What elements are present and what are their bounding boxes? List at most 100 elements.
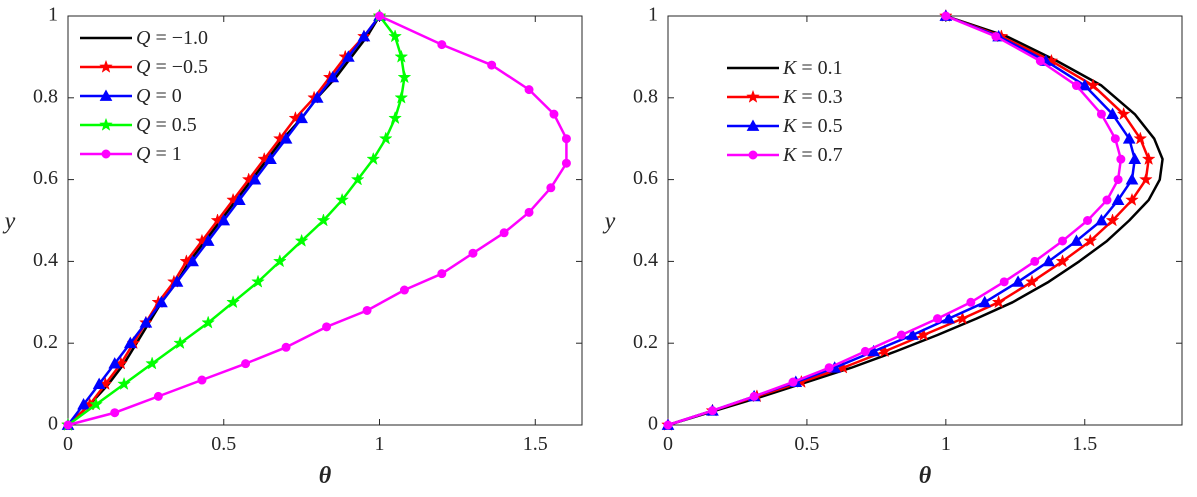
data-point	[1078, 79, 1092, 91]
data-point	[89, 397, 103, 411]
legend-var: K	[782, 57, 798, 79]
data-point	[123, 336, 137, 349]
x-tick-label: 1	[941, 433, 951, 455]
legend-marker	[746, 119, 760, 131]
legend-label: K = 0.3	[782, 86, 843, 108]
data-point	[1086, 78, 1100, 92]
data-point	[173, 335, 188, 350]
data-point	[824, 363, 834, 373]
data-point	[388, 110, 402, 125]
legend: Q = −1.0Q = −0.5Q = 0Q = 0.5Q = 1	[80, 27, 208, 165]
legend-label: Q = 0	[136, 85, 182, 107]
data-point	[316, 213, 331, 227]
legend-var: Q	[136, 56, 151, 78]
legend-value: = 1	[150, 143, 181, 165]
data-point	[1125, 192, 1139, 206]
data-point	[1071, 81, 1081, 91]
data-point	[1102, 195, 1112, 205]
data-point	[561, 134, 571, 144]
data-point	[1025, 274, 1039, 288]
data-point	[941, 11, 951, 21]
data-point	[788, 377, 798, 387]
data-point	[1105, 213, 1120, 227]
y-tick-label: 0.6	[33, 167, 58, 189]
legend-marker	[99, 89, 113, 101]
y-tick-label: 0	[648, 413, 658, 435]
data-point	[524, 207, 534, 217]
data-point	[1083, 216, 1093, 225]
data-point	[1070, 234, 1083, 246]
data-point	[867, 344, 880, 357]
data-point	[1096, 109, 1106, 119]
data-point	[310, 91, 324, 103]
legend-marker	[99, 59, 113, 73]
data-point	[1125, 173, 1139, 185]
legend-value: = −0.5	[150, 56, 208, 78]
data-point	[226, 295, 241, 309]
data-point	[186, 254, 199, 267]
series-5	[63, 11, 571, 430]
data-point	[942, 312, 955, 324]
legend-label: Q = −0.5	[136, 56, 208, 78]
x-tick-label: 1	[375, 433, 385, 455]
data-point	[468, 248, 478, 258]
data-point	[1113, 175, 1123, 185]
data-point	[1083, 233, 1098, 247]
x-tick-label: 0	[63, 433, 73, 455]
data-point	[201, 234, 215, 246]
legend-value: = −1.0	[150, 27, 208, 49]
data-point	[294, 233, 309, 247]
data-point	[357, 29, 371, 42]
data-point	[77, 398, 90, 410]
data-point	[139, 316, 153, 328]
data-point	[561, 158, 571, 168]
data-point	[279, 132, 293, 144]
data-point	[92, 377, 106, 389]
x-tick-label: 0	[663, 433, 673, 455]
data-point	[394, 90, 409, 104]
legend-marker	[101, 149, 111, 159]
x-tick-label: 1.5	[1072, 433, 1097, 455]
data-point	[1035, 56, 1045, 66]
series-4	[61, 8, 412, 431]
x-tick-label: 0.5	[794, 433, 819, 455]
x-tick-label: 1.5	[523, 433, 548, 455]
data-point	[232, 193, 246, 205]
legend-value: = 0.3	[796, 86, 842, 108]
data-point	[549, 109, 559, 119]
data-point	[362, 305, 372, 315]
data-point	[1138, 172, 1153, 186]
data-point	[999, 277, 1009, 287]
series-line	[667, 14, 1123, 427]
data-point	[1128, 152, 1142, 165]
data-point	[1122, 132, 1136, 144]
x-axis-label: θ	[919, 463, 932, 489]
data-point	[991, 295, 1006, 309]
data-point	[145, 356, 160, 370]
legend-label: K = 0.7	[782, 144, 843, 166]
data-point	[933, 314, 943, 324]
data-point	[749, 391, 759, 401]
data-point	[1095, 213, 1108, 226]
data-point	[1030, 256, 1040, 266]
data-point	[201, 315, 216, 329]
legend-var: K	[782, 144, 798, 166]
data-point	[153, 391, 163, 401]
data-point	[399, 285, 409, 295]
legend-marker	[746, 89, 760, 103]
data-point	[1111, 193, 1125, 205]
data-point	[546, 183, 556, 193]
y-axis-label: y	[603, 209, 616, 235]
data-point	[896, 330, 906, 340]
data-point	[1055, 254, 1070, 268]
data-point	[197, 375, 207, 385]
y-tick-label: 0.4	[633, 249, 658, 271]
data-point	[241, 359, 251, 369]
legend-label: K = 0.5	[782, 115, 843, 137]
axes-box	[67, 15, 583, 426]
data-point	[437, 269, 447, 279]
y-tick-label: 0.8	[33, 85, 58, 107]
